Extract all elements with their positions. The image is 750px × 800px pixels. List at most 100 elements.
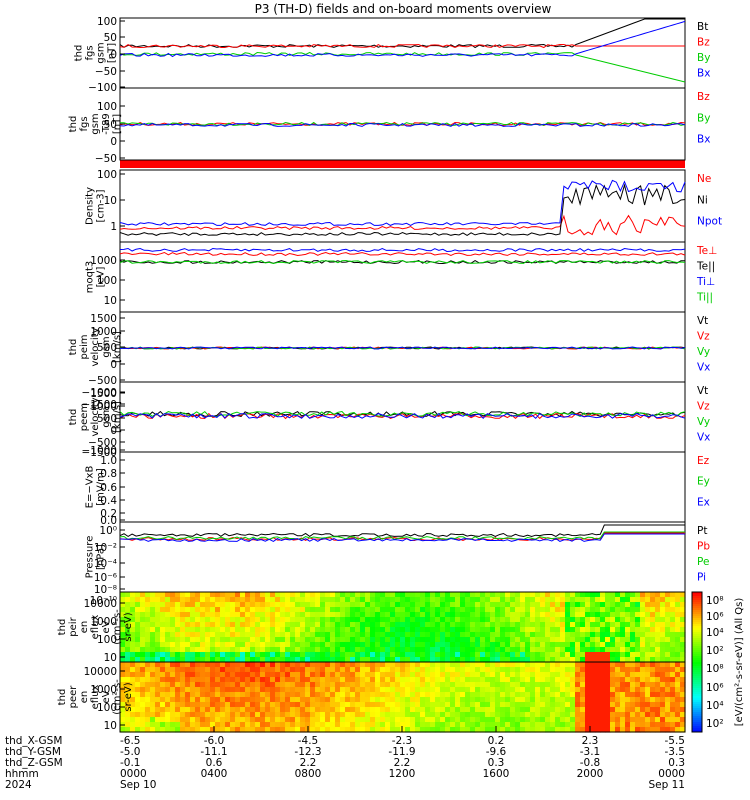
spectrogram-cell xyxy=(630,692,636,698)
spectrogram-cell xyxy=(320,717,326,723)
spectrogram-cell xyxy=(390,652,396,658)
spectrogram-cell xyxy=(250,717,256,723)
spectrogram-cell xyxy=(390,682,396,688)
spectrogram-cell xyxy=(240,607,246,613)
spectrogram-cell xyxy=(650,697,656,703)
spectrogram-cell xyxy=(205,592,211,598)
spectrogram-cell xyxy=(155,637,161,643)
spectrogram-cell xyxy=(455,672,461,678)
spectrogram-cell xyxy=(475,627,481,633)
spectrogram-cell xyxy=(530,717,536,723)
spectrogram-cell xyxy=(350,667,356,673)
spectrogram-cell xyxy=(215,697,221,703)
spectrogram-cell xyxy=(635,712,641,718)
spectrogram-cell xyxy=(180,627,186,633)
y-tick-label: 1 xyxy=(110,221,117,233)
colorbar-cell xyxy=(692,722,702,725)
spectrogram-cell xyxy=(505,662,511,668)
spectrogram-cell xyxy=(550,717,556,723)
spectrogram-cell xyxy=(570,707,576,713)
spectrogram-cell xyxy=(260,632,266,638)
spectrogram-cell xyxy=(205,602,211,608)
spectrogram-cell xyxy=(675,717,681,723)
spectrogram-cell xyxy=(390,702,396,708)
spectrogram-cell xyxy=(150,717,156,723)
spectrogram-cell xyxy=(185,677,191,683)
spectrogram-cell xyxy=(515,712,521,718)
spectrogram-cell xyxy=(150,602,156,608)
spectrogram-cell xyxy=(340,707,346,713)
y-tick-label: 100 xyxy=(97,16,117,28)
spectrogram-cell xyxy=(560,607,566,613)
spectrogram-cell xyxy=(555,692,561,698)
spectrogram-cell xyxy=(650,727,656,733)
spectrogram-cell xyxy=(235,657,241,663)
spectrogram-cell xyxy=(630,702,636,708)
spectrogram-cell xyxy=(210,707,216,713)
spectrogram-cell xyxy=(555,617,561,623)
spectrogram-cell xyxy=(675,697,681,703)
spectrogram-cell xyxy=(430,652,436,658)
spectrogram-cell xyxy=(505,627,511,633)
spectrogram-cell xyxy=(190,667,196,673)
spectrogram-cell xyxy=(475,697,481,703)
spectrogram-cell xyxy=(490,627,496,633)
spectrogram-cell xyxy=(485,702,491,708)
spectrogram-cell xyxy=(300,662,306,668)
spectrogram-cell xyxy=(195,637,201,643)
x-axis-tick-label: -2.3 xyxy=(392,735,413,747)
colorbar-cell xyxy=(692,594,702,597)
x-axis-tick-label: -11.1 xyxy=(200,746,227,758)
spectrogram-cell xyxy=(515,617,521,623)
spectrogram-cell xyxy=(565,672,571,678)
spectrogram-cell xyxy=(655,667,661,673)
legend-pressure-2: Pe xyxy=(697,556,709,568)
spectrogram-cell xyxy=(230,677,236,683)
plot-title: P3 (TH-D) fields and on-board moments ov… xyxy=(255,2,552,16)
spectrogram-cell xyxy=(125,592,131,598)
spectrogram-cell xyxy=(680,597,686,603)
spectrogram-cell xyxy=(210,667,216,673)
spectrogram-cell xyxy=(325,687,331,693)
spectrogram-cell xyxy=(125,672,131,678)
spectrogram-cell xyxy=(230,692,236,698)
spectrogram-cell xyxy=(555,662,561,668)
spectrogram-cell xyxy=(305,642,311,648)
spectrogram-cell xyxy=(655,647,661,653)
spectrogram-cell xyxy=(245,607,251,613)
spectrogram-cell xyxy=(395,632,401,638)
colorbar-tick-label: 10² xyxy=(706,645,724,657)
spectrogram-cell xyxy=(605,702,611,708)
spectrogram-cell xyxy=(145,652,151,658)
colorbar-cell xyxy=(692,668,702,671)
spectrogram-cell xyxy=(190,682,196,688)
spectrogram-cell xyxy=(290,652,296,658)
spectrogram-cell xyxy=(125,727,131,733)
spectrogram-cell xyxy=(240,617,246,623)
y-axis-label-line: fgs xyxy=(85,45,96,60)
spectrogram-cell xyxy=(335,607,341,613)
spectrogram-cell xyxy=(345,717,351,723)
y-axis-label-line: [nT] xyxy=(112,114,123,134)
spectrogram-cell xyxy=(395,667,401,673)
spectrogram-cell xyxy=(365,632,371,638)
spectrogram-cell xyxy=(580,637,586,643)
spectrogram-cell xyxy=(535,682,541,688)
spectrogram-cell xyxy=(160,702,166,708)
spectrogram-cell xyxy=(680,712,686,718)
legend-ve-3: Vx xyxy=(697,432,710,444)
spectrogram-cell xyxy=(235,597,241,603)
spectrogram-cell xyxy=(185,632,191,638)
spectrogram-cell xyxy=(355,722,361,728)
spectrogram-cell xyxy=(360,687,366,693)
spectrogram-cell xyxy=(260,702,266,708)
spectrogram-cell xyxy=(175,712,181,718)
spectrogram-cell xyxy=(130,597,136,603)
spectrogram-cell xyxy=(425,657,431,663)
spectrogram-cell xyxy=(490,682,496,688)
spectrogram-cell xyxy=(625,702,631,708)
spectrogram-cell xyxy=(670,702,676,708)
spectrogram-cell xyxy=(455,652,461,658)
spectrogram-cell xyxy=(130,707,136,713)
spectrogram-cell xyxy=(225,607,231,613)
